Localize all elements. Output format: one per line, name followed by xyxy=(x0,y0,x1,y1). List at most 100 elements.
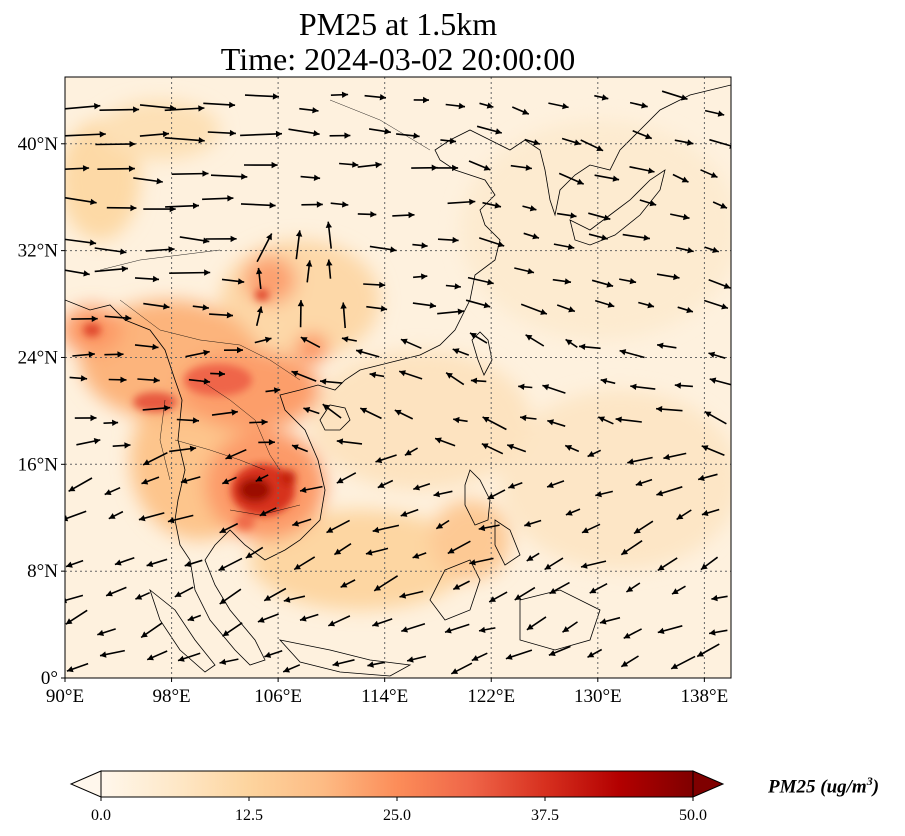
wind-arrow-head xyxy=(292,444,299,451)
wind-arrow-head xyxy=(245,552,253,558)
wind-arrow-head xyxy=(219,658,227,665)
wind-arrow-head xyxy=(413,484,420,491)
wind-arrow-head xyxy=(88,351,95,358)
wind-arrow-head xyxy=(379,281,386,289)
wind-arrow-head xyxy=(192,417,199,424)
wind-arrow-head xyxy=(187,615,195,622)
wind-arrow-head xyxy=(202,237,210,244)
wind-arrow-head xyxy=(367,661,374,668)
wind-arrow-head xyxy=(514,594,522,600)
colorbar-gradient xyxy=(101,771,693,797)
wind-arrow-head xyxy=(507,443,514,450)
wind-arrow-head xyxy=(452,236,459,244)
wind-arrow-head xyxy=(222,630,230,637)
wind-arrow-head xyxy=(275,130,282,138)
wind-arrow-head xyxy=(587,651,595,658)
wind-arrow-head xyxy=(218,564,226,571)
longitude-tick-labels: 90°E 98°E 106°E 114°E 122°E 130°E 138°E xyxy=(46,678,728,707)
wind-arrow-head xyxy=(449,137,456,145)
wind-arrow-head xyxy=(524,520,531,527)
wind-arrow-head xyxy=(380,305,388,312)
wind-arrow-head xyxy=(421,273,428,280)
wind-arrow-head xyxy=(112,419,119,426)
wind-arrow-head xyxy=(603,214,611,221)
wind-arrow-head xyxy=(487,493,495,499)
wind-arrow-head xyxy=(178,655,185,662)
wind-arrow-head xyxy=(587,451,595,457)
wind-arrow-head xyxy=(202,170,209,177)
lat-tick-label: 16°N xyxy=(18,454,59,475)
wind-arrow-head xyxy=(90,414,97,422)
wind-arrow-head xyxy=(264,594,271,601)
wind-arrow-head xyxy=(526,555,534,561)
wind-arrow-head xyxy=(326,259,333,266)
wind-arrow-head xyxy=(574,139,581,146)
wind-arrow-head xyxy=(518,383,525,390)
map-frame xyxy=(64,76,732,679)
wind-arrow-head xyxy=(271,161,278,169)
wind-arrow-head xyxy=(723,282,731,289)
wind-arrow-shaft xyxy=(171,172,209,175)
wind-arrow-head xyxy=(645,133,652,140)
lon-tick-label: 130°E xyxy=(574,686,622,707)
wind-arrow-head xyxy=(680,94,688,101)
wind-arrow-shaft xyxy=(97,167,135,170)
wind-arrow-head xyxy=(352,161,359,168)
wind-arrow-head xyxy=(626,586,634,592)
wind-arrow-head xyxy=(164,405,171,412)
wind-arrow-head xyxy=(152,343,159,350)
wind-arrow-head xyxy=(565,339,573,346)
colorbar-tick-label: 37.5 xyxy=(531,807,559,824)
wind-arrow-head xyxy=(272,93,279,100)
wind-arrow-head xyxy=(671,663,678,669)
wind-arrow-head xyxy=(423,96,429,104)
wind-arrow-head xyxy=(312,107,319,114)
wind-arrow-shaft xyxy=(65,133,106,137)
wind-arrow-head xyxy=(601,94,609,101)
wind-arrow-head xyxy=(525,334,533,341)
wind-arrow-head xyxy=(340,302,347,309)
wind-arrow-head xyxy=(334,548,342,555)
wind-arrow-head xyxy=(152,275,159,283)
wind-arrow-head xyxy=(297,300,305,307)
wind-arrow-head xyxy=(709,629,716,636)
wind-arrow-head xyxy=(494,202,501,209)
wind-arrow-head xyxy=(447,547,455,554)
wind-arrow-head xyxy=(168,246,175,253)
wind-arrow-head xyxy=(342,201,349,208)
wind-arrow-head xyxy=(316,201,323,208)
wind-arrow-head xyxy=(641,102,648,109)
wind-arrow-head xyxy=(656,405,663,413)
wind-arrow-shaft xyxy=(65,594,84,602)
wind-arrow-head xyxy=(479,626,486,633)
wind-arrow-head xyxy=(138,515,146,522)
wind-arrow-head xyxy=(269,202,276,209)
wind-arrow-head xyxy=(663,453,670,461)
country-borders xyxy=(99,99,431,516)
wind-arrow-head xyxy=(533,139,540,146)
wind-arrow-head xyxy=(143,459,150,465)
wind-arrow-head xyxy=(370,211,377,218)
wind-arrow-head xyxy=(649,200,657,207)
wind-arrow-head xyxy=(114,559,122,566)
wind-arrow-head xyxy=(540,308,547,315)
wind-arrow-head xyxy=(525,164,532,171)
wind-arrow-head xyxy=(429,302,436,309)
wind-arrow-head xyxy=(615,416,622,423)
wind-arrow-head xyxy=(672,588,679,595)
wind-arrow-head xyxy=(141,478,149,485)
wind-arrow-head xyxy=(469,198,476,206)
wind-arrow-head xyxy=(481,443,489,450)
wind-arrow-head xyxy=(470,377,478,384)
wind-arrow-head xyxy=(313,174,321,181)
map-title-line1: PM25 at 1.5km xyxy=(298,6,498,42)
wind-arrow-head xyxy=(581,562,588,569)
wind-arrow-head xyxy=(452,164,459,172)
wind-arrow-head xyxy=(106,590,113,597)
wind-arrow-head xyxy=(596,145,604,151)
wind-arrow-head xyxy=(241,173,248,180)
wind-arrow-head xyxy=(623,632,631,639)
wind-arrow-head xyxy=(374,584,381,591)
wind-arrow-head xyxy=(344,132,351,139)
wind-arrow-head xyxy=(435,437,442,444)
